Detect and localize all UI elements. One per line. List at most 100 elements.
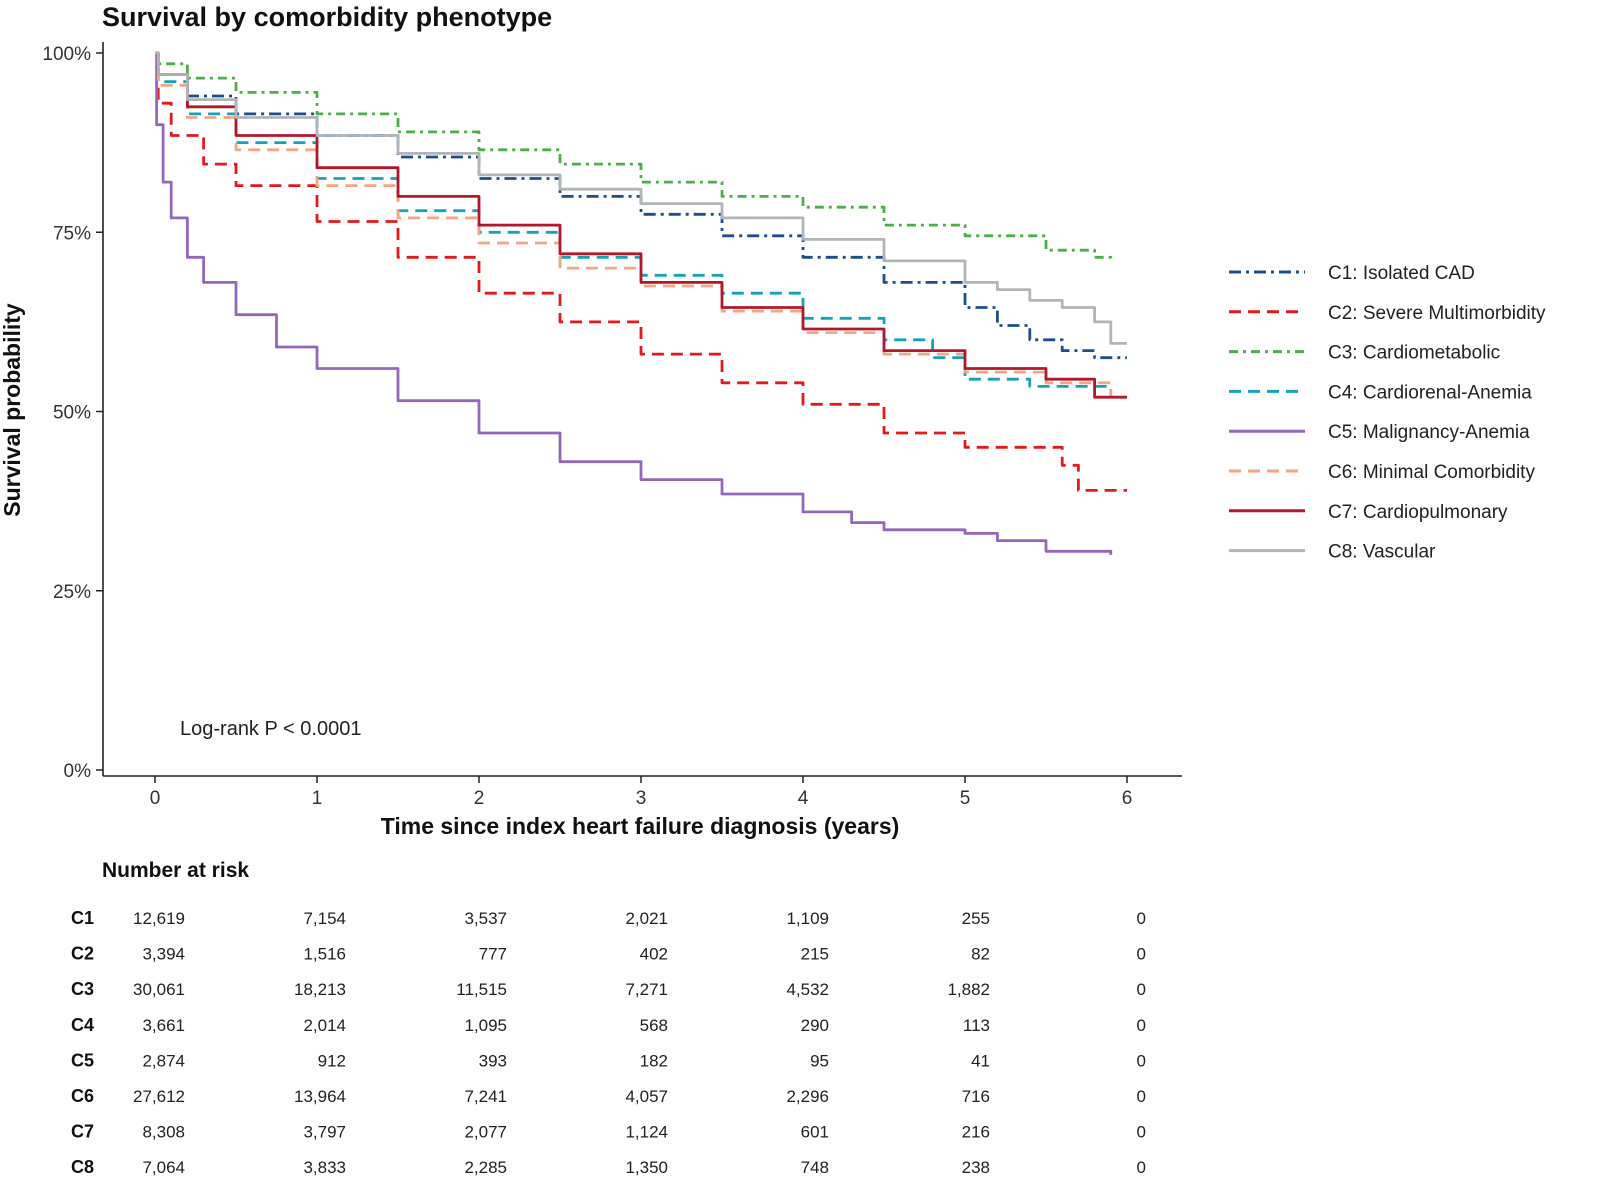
legend-label: C1: Isolated CAD bbox=[1328, 263, 1475, 284]
legend-label: C5: Malignancy-Anemia bbox=[1328, 422, 1530, 443]
risk-cell: 777 bbox=[479, 945, 507, 964]
legend-label: C3: Cardiometabolic bbox=[1328, 343, 1500, 364]
risk-cell: 402 bbox=[640, 945, 668, 964]
risk-cell: 216 bbox=[962, 1123, 990, 1142]
risk-cell: 0 bbox=[1137, 1087, 1146, 1106]
legend-label: C4: Cardiorenal-Anemia bbox=[1328, 382, 1532, 403]
risk-cell: 0 bbox=[1137, 909, 1146, 928]
y-tick-label: 75% bbox=[53, 223, 91, 244]
risk-cell: 1,095 bbox=[464, 1016, 507, 1035]
risk-cell: 30,061 bbox=[133, 980, 185, 999]
series-line-c1 bbox=[155, 51, 1127, 360]
risk-cell: 11,515 bbox=[456, 980, 507, 999]
series-line-c5 bbox=[155, 51, 1113, 555]
risk-cell: 716 bbox=[962, 1087, 990, 1106]
risk-cell: 1,516 bbox=[303, 945, 346, 964]
risk-row-label: C7 bbox=[71, 1122, 94, 1142]
risk-cell: 912 bbox=[318, 1051, 346, 1070]
legend-label: C2: Severe Multimorbidity bbox=[1328, 303, 1546, 324]
risk-cell: 7,154 bbox=[303, 909, 346, 928]
x-axis-title: Time since index heart failure diagnosis… bbox=[381, 813, 900, 839]
risk-cell: 238 bbox=[962, 1158, 990, 1177]
series-line-c8 bbox=[155, 51, 1127, 345]
legend-label: C8: Vascular bbox=[1328, 542, 1436, 563]
series-line-c2 bbox=[155, 51, 1127, 492]
risk-cell: 7,064 bbox=[142, 1158, 185, 1177]
risk-cell: 601 bbox=[801, 1123, 829, 1142]
x-tick-label: 0 bbox=[150, 788, 161, 809]
risk-row-label: C2 bbox=[71, 944, 94, 964]
risk-row-label: C5 bbox=[71, 1050, 94, 1070]
legend: C1: Isolated CAD C2: Severe Multimorbidit… bbox=[1229, 263, 1546, 563]
risk-cell: 2,077 bbox=[464, 1123, 507, 1142]
x-tick-label: 1 bbox=[312, 788, 323, 809]
risk-row-label: C6 bbox=[71, 1086, 94, 1106]
risk-cell: 3,661 bbox=[142, 1016, 185, 1035]
risk-cell: 27,612 bbox=[133, 1087, 185, 1106]
risk-cell: 95 bbox=[810, 1051, 829, 1070]
y-ticks: 0% 25% 50% 75% 100% bbox=[42, 44, 103, 782]
logrank-annotation: Log-rank P < 0.0001 bbox=[180, 718, 361, 740]
risk-cell: 0 bbox=[1137, 980, 1146, 999]
risk-cell: 1,882 bbox=[947, 980, 990, 999]
risk-cell: 1,350 bbox=[625, 1158, 668, 1177]
y-tick-label: 100% bbox=[42, 44, 91, 65]
risk-cell: 12,619 bbox=[133, 909, 185, 928]
risk-cell: 393 bbox=[479, 1051, 507, 1070]
x-tick-label: 2 bbox=[474, 788, 485, 809]
risk-cell: 18,213 bbox=[294, 980, 346, 999]
risk-cell: 2,021 bbox=[625, 909, 668, 928]
risk-cell: 13,964 bbox=[294, 1087, 346, 1106]
risk-cell: 2,014 bbox=[303, 1016, 346, 1035]
chart-title: Survival by comorbidity phenotype bbox=[102, 2, 552, 32]
y-axis-title: Survival probability bbox=[0, 303, 25, 517]
risk-cell: 568 bbox=[640, 1016, 668, 1035]
risk-cell: 82 bbox=[971, 945, 990, 964]
risk-cell: 3,394 bbox=[142, 945, 185, 964]
risk-cell: 2,296 bbox=[786, 1087, 829, 1106]
x-ticks: 0 1 2 3 4 5 6 bbox=[150, 776, 1133, 809]
risk-rows: C1 12,619 7,154 3,537 2,021 1,109 255 0 C2 3,394 1… bbox=[71, 908, 1146, 1177]
risk-row-label: C1 bbox=[71, 908, 94, 928]
risk-table: Number at risk C1 12,619 7,154 3,537 2,021 1,… bbox=[71, 859, 1146, 1177]
risk-cell: 182 bbox=[640, 1051, 668, 1070]
survival-curves bbox=[155, 51, 1127, 555]
legend-label: C6: Minimal Comorbidity bbox=[1328, 462, 1535, 483]
series-line-c7 bbox=[155, 51, 1127, 399]
risk-cell: 2,285 bbox=[464, 1158, 507, 1177]
risk-cell: 0 bbox=[1137, 1158, 1146, 1177]
y-tick-label: 0% bbox=[64, 761, 92, 782]
x-tick-label: 5 bbox=[960, 788, 971, 809]
risk-cell: 4,532 bbox=[786, 980, 829, 999]
risk-cell: 215 bbox=[801, 945, 829, 964]
risk-cell: 41 bbox=[971, 1051, 990, 1070]
risk-cell: 0 bbox=[1137, 1051, 1146, 1070]
risk-cell: 3,537 bbox=[464, 909, 507, 928]
risk-cell: 2,874 bbox=[142, 1051, 185, 1070]
x-tick-label: 6 bbox=[1122, 788, 1133, 809]
y-tick-label: 50% bbox=[53, 403, 91, 424]
risk-cell: 748 bbox=[801, 1158, 829, 1177]
risk-cell: 1,109 bbox=[786, 909, 829, 928]
plot-area: 0% 25% 50% 75% 100% 0 1 2 3 4 5 6 Log-rank P < 0.0… bbox=[42, 42, 1182, 809]
risk-cell: 0 bbox=[1137, 1123, 1146, 1142]
y-tick-label: 25% bbox=[53, 582, 91, 603]
x-tick-label: 3 bbox=[636, 788, 647, 809]
risk-cell: 7,271 bbox=[625, 980, 668, 999]
legend-label: C7: Cardiopulmonary bbox=[1328, 502, 1508, 523]
series-line-c4 bbox=[155, 51, 1113, 390]
risk-row-label: C3 bbox=[71, 979, 94, 999]
risk-table-title: Number at risk bbox=[102, 859, 249, 882]
risk-row-label: C8 bbox=[71, 1157, 94, 1177]
risk-cell: 8,308 bbox=[142, 1123, 185, 1142]
risk-cell: 3,833 bbox=[303, 1158, 346, 1177]
risk-row-label: C4 bbox=[71, 1015, 94, 1035]
risk-cell: 7,241 bbox=[464, 1087, 507, 1106]
series-line-c3 bbox=[155, 51, 1113, 261]
risk-cell: 113 bbox=[963, 1016, 990, 1035]
risk-cell: 4,057 bbox=[625, 1087, 668, 1106]
risk-cell: 3,797 bbox=[303, 1123, 346, 1142]
x-tick-label: 4 bbox=[798, 788, 809, 809]
risk-cell: 0 bbox=[1137, 1016, 1146, 1035]
